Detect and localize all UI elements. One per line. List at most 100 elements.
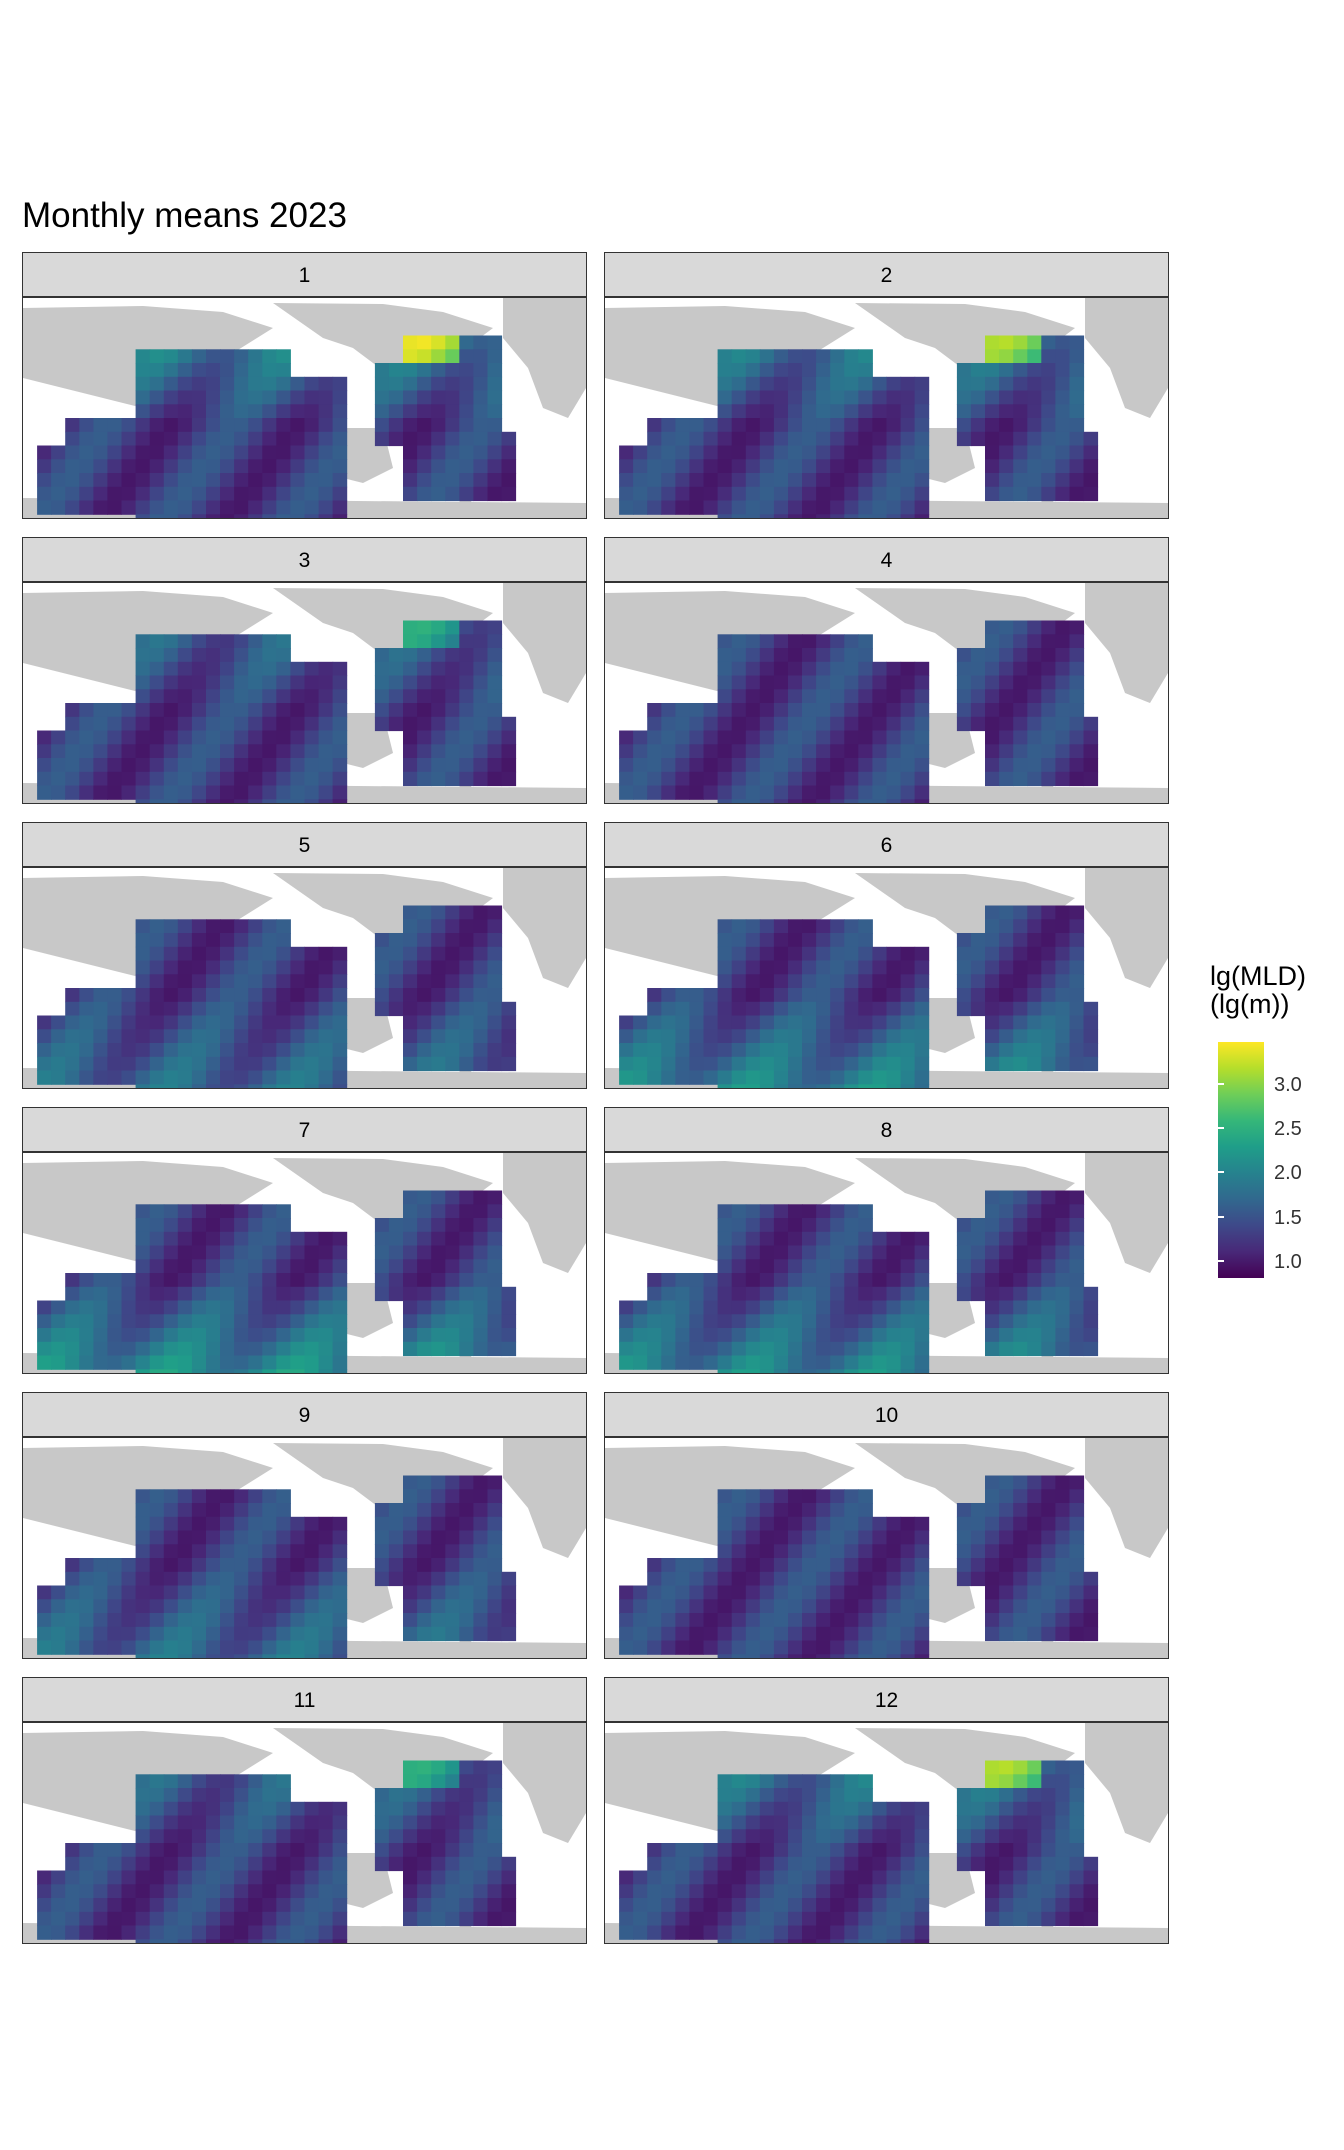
mld-cell [191, 1043, 207, 1058]
mld-cell [220, 431, 235, 447]
mld-cell [431, 1613, 446, 1628]
mld-cell [403, 675, 418, 690]
mld-cell [802, 771, 817, 787]
mld-cell [830, 771, 845, 787]
mld-cell [445, 418, 460, 433]
mld-cell [487, 919, 503, 934]
mld-cell [759, 799, 775, 803]
mld-cell [332, 716, 348, 732]
mld-cell [1041, 1829, 1056, 1844]
mld-cell [956, 974, 972, 989]
mld-cell [858, 486, 873, 502]
mld-cell [501, 1043, 517, 1058]
mld-cell [445, 445, 460, 460]
mld-cell [191, 1558, 207, 1573]
mld-cell [473, 1043, 488, 1058]
facet-strip: 2 [604, 252, 1169, 297]
mld-cell [248, 1884, 263, 1899]
mld-cell [332, 1640, 348, 1655]
mld-cell [37, 785, 52, 800]
mld-cell [121, 1640, 137, 1655]
mld-cell [234, 459, 249, 474]
mld-cell [802, 716, 817, 732]
mld-cell [886, 1286, 902, 1302]
mld-cell [191, 758, 207, 773]
mld-cell [830, 1843, 845, 1858]
mld-cell [248, 974, 263, 989]
mld-cell [985, 933, 1000, 948]
mld-cell [65, 1328, 80, 1343]
mld-cell [93, 473, 108, 488]
mld-cell [985, 1273, 1000, 1288]
mld-cell [318, 974, 334, 989]
mld-cell [445, 905, 460, 920]
mld-cell [417, 1001, 432, 1017]
mld-cell [816, 1286, 831, 1302]
mld-cell [501, 1911, 517, 1927]
mld-cell [999, 716, 1014, 732]
mld-cell [717, 1654, 733, 1658]
mld-cell [290, 946, 305, 962]
mld-cell [206, 771, 221, 787]
mld-cell [970, 974, 986, 989]
mld-cell [1041, 1489, 1056, 1504]
mld-cells [37, 1760, 517, 1943]
mld-cell [1027, 1843, 1042, 1858]
mld-cell [802, 1341, 817, 1357]
mld-cell [304, 689, 320, 704]
mld-cell [403, 1760, 418, 1775]
mld-cell [1041, 905, 1056, 920]
mld-cell [191, 1774, 207, 1789]
mld-cell [220, 349, 235, 364]
mld-cell [1041, 1314, 1056, 1329]
mld-cell [1013, 1029, 1028, 1044]
mld-cell [445, 703, 460, 718]
mld-cell [163, 1001, 179, 1017]
mld-cell [487, 689, 503, 704]
mld-cell [473, 1489, 488, 1504]
mld-cell [37, 1870, 52, 1885]
mld-cell [647, 418, 662, 433]
mld-cell [858, 634, 873, 649]
mld-cell [473, 1056, 488, 1072]
mld-cell [459, 1245, 474, 1260]
mld-cell [79, 1273, 94, 1288]
mld-cell [731, 1218, 747, 1233]
mld-cell [1041, 363, 1056, 378]
mld-cell [191, 431, 207, 447]
mld-cell [689, 1599, 704, 1614]
mld-cell [431, 933, 446, 948]
mld-cell [135, 1788, 151, 1803]
mld-cell [956, 418, 972, 433]
mld-cell [276, 1001, 291, 1017]
mld-cell [93, 1328, 108, 1343]
mld-cell [788, 514, 803, 518]
mld-cell [858, 758, 873, 773]
mld-cell [65, 1856, 80, 1872]
mld-cell [318, 1286, 334, 1302]
mld-cell [290, 703, 305, 718]
mld-cell [135, 1558, 151, 1573]
mld-cell [318, 1599, 334, 1614]
mld-cell [388, 1788, 404, 1803]
mld-cell [135, 1571, 151, 1587]
mld-cell [788, 648, 803, 663]
mld-cell [802, 1043, 817, 1058]
mld-cell [773, 799, 789, 803]
mld-cell [999, 1801, 1014, 1817]
mld-cell [816, 500, 831, 515]
mld-cell [773, 404, 789, 419]
mld-cell [816, 1369, 831, 1373]
mld-cell [1069, 1516, 1085, 1532]
mld-cell [886, 1355, 902, 1370]
facet-panel-month: 12 [604, 1677, 1169, 1944]
mld-cell [1041, 1599, 1056, 1614]
mld-cell [1069, 363, 1085, 378]
mld-cell [619, 1640, 634, 1655]
mld-cell [445, 1585, 460, 1600]
mld-cell [759, 661, 775, 677]
mld-cell [445, 1801, 460, 1817]
mld-cell [788, 1273, 803, 1288]
mld-cell [234, 1939, 249, 1943]
mld-cell [858, 1530, 873, 1545]
